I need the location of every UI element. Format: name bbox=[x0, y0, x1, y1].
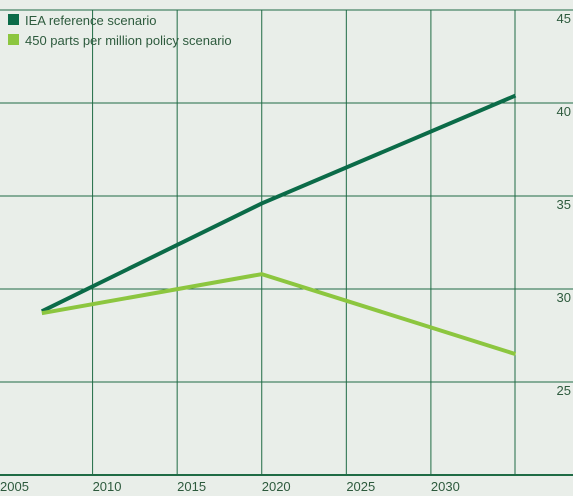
y-tick-label: 30 bbox=[557, 290, 571, 305]
legend-label: IEA reference scenario bbox=[25, 13, 157, 28]
x-tick-label: 2025 bbox=[346, 479, 375, 494]
y-tick-label: 35 bbox=[557, 197, 571, 212]
x-tick-label: 2020 bbox=[262, 479, 291, 494]
y-tick-label: 40 bbox=[557, 104, 571, 119]
x-tick-label: 2030 bbox=[431, 479, 460, 494]
legend-label: 450 parts per million policy scenario bbox=[25, 33, 232, 48]
legend-swatch bbox=[8, 34, 19, 45]
y-tick-label: 25 bbox=[557, 383, 571, 398]
x-tick-label: 2005 bbox=[0, 479, 29, 494]
line bbox=[40, 93, 517, 314]
legend-swatch bbox=[8, 14, 19, 25]
line bbox=[41, 272, 517, 357]
y-tick-label: 45 bbox=[557, 11, 571, 26]
x-tick-label: 2010 bbox=[93, 479, 122, 494]
x-tick-label: 2015 bbox=[177, 479, 206, 494]
